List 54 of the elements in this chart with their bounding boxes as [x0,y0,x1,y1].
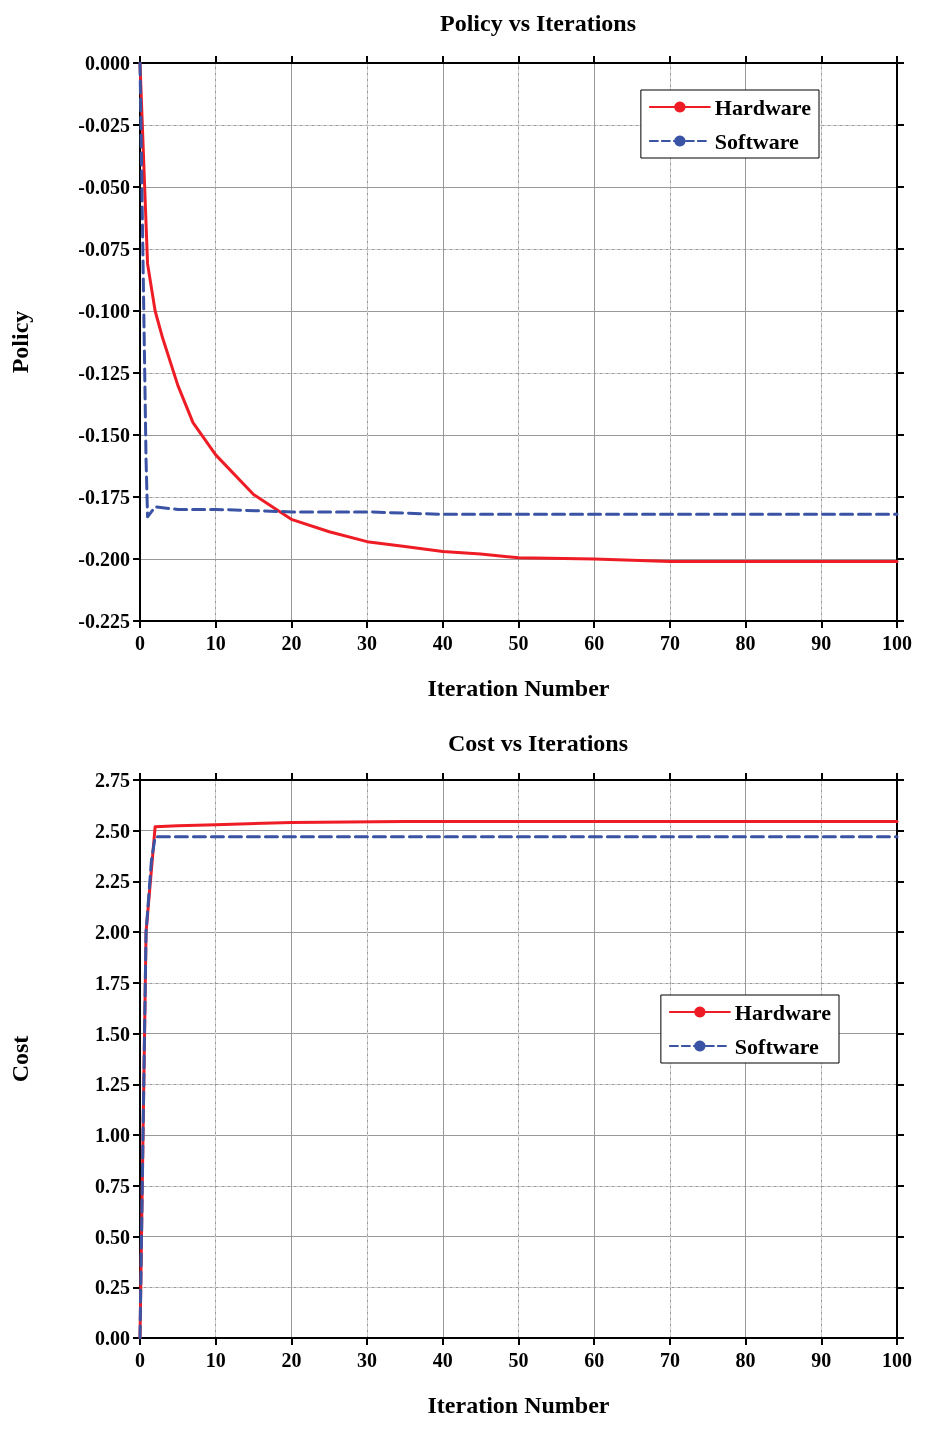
x-tick-label: 10 [205,632,226,654]
legend-label: Software [714,128,800,154]
legend-label: Hardware [734,999,832,1025]
y-tick-label: 0.50 [95,1225,130,1248]
y-axis-title: Cost [7,1035,33,1083]
x-tick-label: 20 [281,1349,302,1371]
x-tick-label: 40 [432,1349,453,1371]
x-tick-label: 80 [735,632,756,654]
y-tick-label: 2.50 [95,819,130,842]
x-tick-label: 20 [281,632,302,654]
x-tick-label: 0 [135,632,145,654]
x-tick-label: 80 [735,1349,756,1371]
y-tick-label: -0.200 [78,548,130,570]
y-axis-title: Policy [7,310,33,374]
y-tick-label: -0.150 [78,424,130,446]
x-tick-label: 50 [508,632,529,654]
x-tick-label: 10 [205,1349,226,1371]
y-tick-label: 2.75 [95,769,130,791]
y-tick-label: 0.00 [95,1327,130,1349]
y-tick-label: 1.25 [95,1073,130,1096]
legend-label: Software [734,1033,820,1059]
x-tick-label: 100 [882,632,912,654]
x-tick-label: 60 [584,1349,605,1371]
y-tick-label: 2.00 [95,921,130,944]
y-tick-label: 1.00 [95,1124,130,1147]
y-tick-label: -0.025 [78,114,130,136]
y-tick-label: 0.25 [95,1276,130,1299]
chart-title: Cost vs Iterations [448,730,628,756]
x-tick-label: 100 [882,1349,912,1371]
y-tick-label: -0.225 [78,610,130,632]
y-tick-label: -0.125 [78,362,130,384]
chart-title: Policy vs Iterations [440,10,636,36]
y-tick-label: 1.50 [95,1022,130,1045]
x-tick-label: 90 [811,632,832,654]
x-tick-label: 50 [508,1349,529,1371]
x-tick-label: 90 [811,1349,832,1371]
y-tick-label: -0.175 [78,486,130,508]
x-tick-label: 30 [357,1349,378,1371]
y-tick-label: 2.25 [95,870,130,893]
x-tick-label: 60 [584,632,605,654]
x-tick-label: 0 [135,1349,145,1371]
x-tick-label: 30 [357,632,378,654]
y-tick-label: -0.100 [78,300,130,322]
x-axis-title: Iteration Number [427,675,610,701]
legend-label: Hardware [714,94,812,120]
x-tick-label: 70 [659,632,680,654]
y-tick-label: 0.75 [95,1174,130,1197]
x-tick-label: 40 [432,632,453,654]
y-tick-label: 1.75 [95,971,130,994]
y-tick-label: -0.050 [78,176,130,198]
x-axis-title: Iteration Number [427,1392,610,1418]
x-tick-label: 70 [659,1349,680,1371]
y-tick-label: 0.000 [85,52,130,74]
y-tick-label: -0.075 [78,238,130,260]
